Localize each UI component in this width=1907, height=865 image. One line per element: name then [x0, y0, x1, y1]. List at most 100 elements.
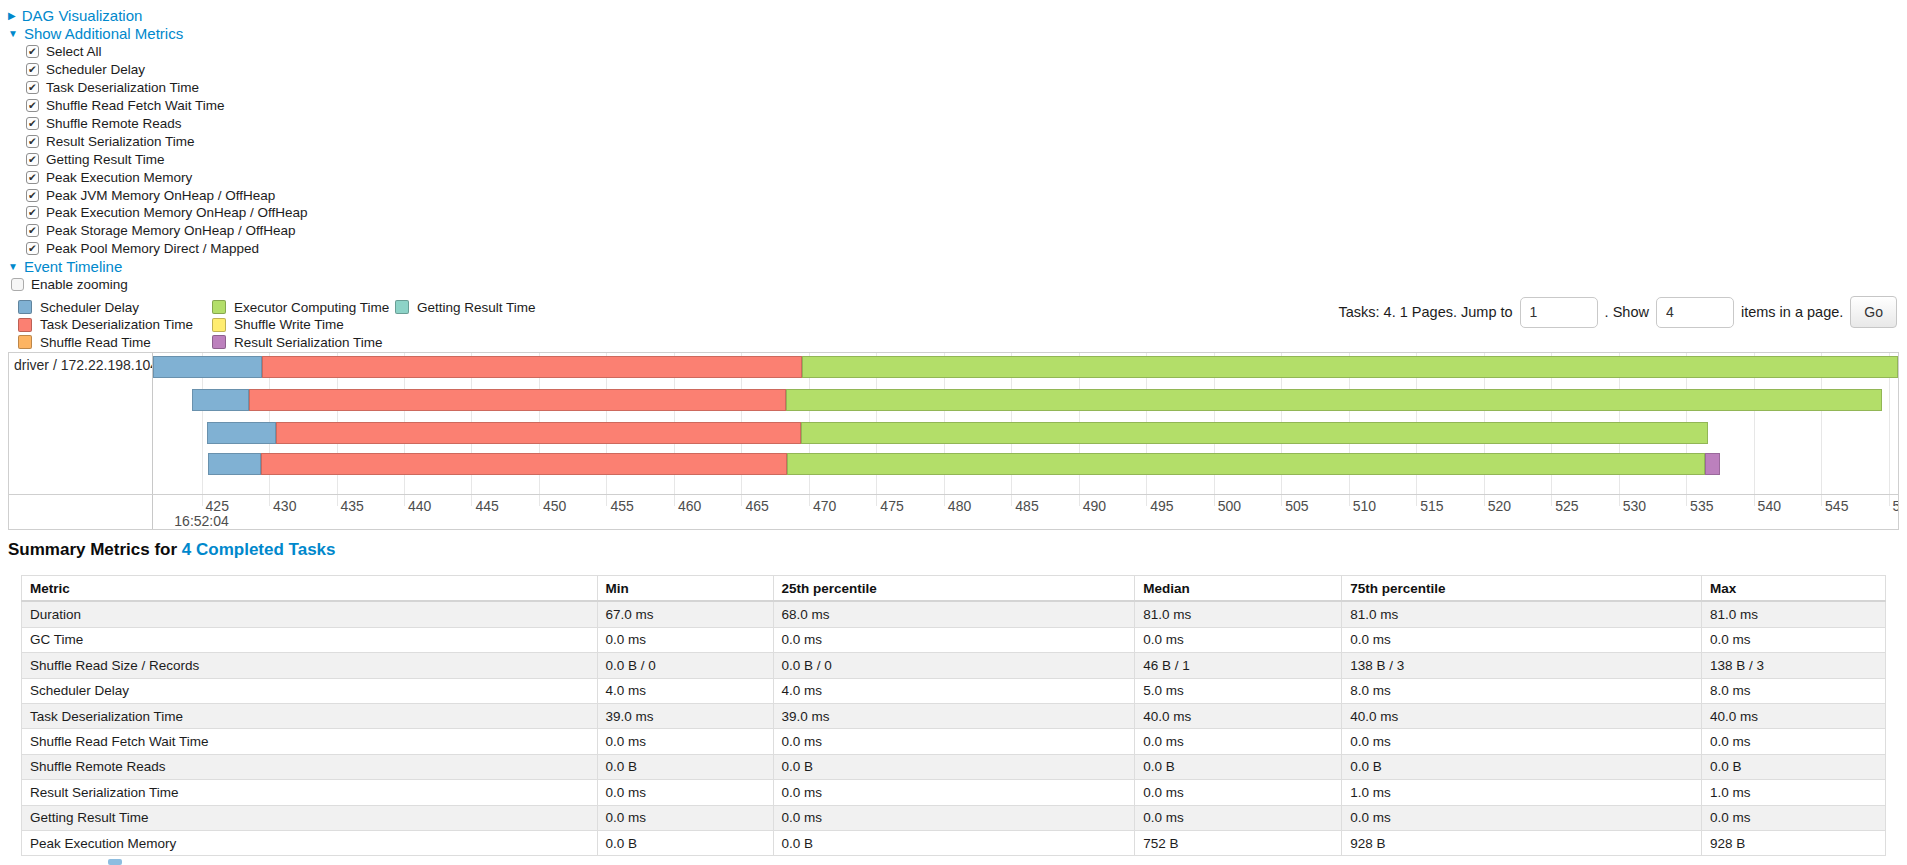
metric-checkbox[interactable]: ✔: [26, 171, 39, 184]
table-row: Getting Result Time0.0 ms0.0 ms0.0 ms0.0…: [22, 805, 1886, 830]
metric-checkbox[interactable]: ✔: [26, 81, 39, 94]
items-per-page-input[interactable]: [1656, 297, 1734, 328]
metric-name-cell: Shuffle Read Fetch Wait Time: [22, 729, 598, 754]
metric-value-cell: 0.0 ms: [1135, 729, 1342, 754]
metric-checkbox[interactable]: ✔: [26, 117, 39, 130]
axis-tick-label: 510: [1353, 498, 1376, 514]
metric-name-cell: Shuffle Remote Reads: [22, 754, 598, 779]
metric-checkbox-row: ✔Peak Storage Memory OnHeap / OffHeap: [26, 222, 1907, 240]
metric-checkbox-row: ✔Getting Result Time: [26, 150, 1907, 168]
metric-value-cell: 81.0 ms: [1135, 601, 1342, 627]
task-bar-segment-task_deserialization[interactable]: [262, 356, 802, 378]
legend-label: Getting Result Time: [417, 299, 536, 316]
metric-checkbox[interactable]: ✔: [26, 99, 39, 112]
metric-value-cell: 0.0 ms: [773, 780, 1135, 805]
metric-checkbox[interactable]: ✔: [26, 135, 39, 148]
metric-value-cell: 81.0 ms: [1701, 601, 1885, 627]
metric-checkbox-label: Peak Execution Memory: [46, 170, 192, 185]
axis-tick-label: 490: [1083, 498, 1106, 514]
metric-checkbox[interactable]: ✔: [26, 242, 39, 255]
table-row: Duration67.0 ms68.0 ms81.0 ms81.0 ms81.0…: [22, 601, 1886, 627]
metric-checkbox[interactable]: ✔: [26, 189, 39, 202]
metric-value-cell: 1.0 ms: [1701, 780, 1885, 805]
metric-checkbox-row: ✔Peak Pool Memory Direct / Mapped: [26, 240, 1907, 258]
metric-value-cell: 1.0 ms: [1342, 780, 1702, 805]
jump-to-page-input[interactable]: [1520, 297, 1598, 328]
metric-checkbox[interactable]: ✔: [26, 45, 39, 58]
metric-value-cell: 0.0 ms: [773, 729, 1135, 754]
enable-zooming-label: Enable zooming: [31, 277, 128, 292]
legend-item-task_deserialization: Task Deserialization Time: [18, 316, 212, 333]
metric-value-cell: 0.0 B: [1135, 754, 1342, 779]
metric-value-cell: 0.0 ms: [1135, 805, 1342, 830]
shuffle_read-swatch: [18, 335, 32, 349]
timeline-grid-stub: [404, 495, 405, 506]
legend-item-scheduler_delay: Scheduler Delay: [18, 299, 212, 316]
axis-tick-label: 495: [1150, 498, 1173, 514]
legend-item-executor_computing: Executor Computing Time: [212, 299, 395, 316]
task-bar-segment-executor_computing[interactable]: [802, 356, 1898, 378]
metric-value-cell: 8.0 ms: [1342, 678, 1702, 703]
go-button[interactable]: Go: [1850, 296, 1897, 328]
column-header: 25th percentile: [773, 576, 1135, 602]
task-bar-segment-result_serialization[interactable]: [1705, 453, 1720, 475]
metric-checkbox-label: Peak Execution Memory OnHeap / OffHeap: [46, 205, 308, 220]
show-additional-metrics-toggle[interactable]: ▼ Show Additional Metrics: [8, 25, 183, 43]
executor-group-label: driver / 172.22.198.104: [14, 357, 158, 373]
metric-value-cell: 8.0 ms: [1701, 678, 1885, 703]
spark-stage-page: { "sections": { "dag": { "label": "DAG V…: [0, 0, 1907, 865]
metric-value-cell: 0.0 ms: [1701, 729, 1885, 754]
metric-checkbox-row: ✔ Peak Execution Memory: [26, 168, 1907, 186]
table-row: Shuffle Remote Reads0.0 B0.0 B0.0 B0.0 B…: [22, 754, 1886, 779]
axis-tick-label: 485: [1015, 498, 1038, 514]
metric-checkbox-label: Task Deserialization Time: [46, 80, 199, 95]
metric-checkbox[interactable]: ✔: [26, 63, 39, 76]
metric-value-cell: 0.0 ms: [597, 729, 773, 754]
legend-item-shuffle_read: Shuffle Read Time: [18, 333, 212, 350]
timeline-grid-stub: [337, 495, 338, 506]
task-bar-segment-executor_computing[interactable]: [786, 389, 1882, 411]
executor_computing-swatch: [212, 300, 226, 314]
pagination-suffix-text: items in a page.: [1741, 304, 1843, 320]
task-bar-segment-task_deserialization[interactable]: [276, 422, 801, 444]
metric-value-cell: 5.0 ms: [1135, 678, 1342, 703]
task-bar-segment-executor_computing[interactable]: [801, 422, 1708, 444]
axis-tick-label: 505: [1285, 498, 1308, 514]
metric-checkbox-label: Peak JVM Memory OnHeap / OffHeap: [46, 188, 275, 203]
timeline-grid-stub: [539, 495, 540, 506]
enable-zooming-checkbox[interactable]: [11, 278, 24, 291]
timeline-grid-stub: [1484, 495, 1485, 506]
chevron-right-icon: ▶: [8, 11, 16, 21]
axis-tick-label: 475: [880, 498, 903, 514]
column-header: 75th percentile: [1342, 576, 1702, 602]
clipped-next-section: [108, 859, 122, 865]
timeline-grid-stub: [809, 495, 810, 506]
dag-visualization-toggle[interactable]: ▶ DAG Visualization: [8, 7, 142, 25]
timeline-legend: Scheduler DelayTask Deserialization Time…: [18, 299, 658, 351]
axis-tick-label: 445: [475, 498, 498, 514]
task-bar-segment-scheduler_delay[interactable]: [192, 389, 249, 411]
task-bar-segment-scheduler_delay[interactable]: [153, 356, 262, 378]
timeline-grid-stub: [1686, 495, 1687, 506]
metric-value-cell: 928 B: [1342, 830, 1702, 855]
metric-value-cell: 40.0 ms: [1342, 703, 1702, 728]
column-header: Metric: [22, 576, 598, 602]
task-bar-segment-task_deserialization[interactable]: [261, 453, 787, 475]
metric-checkbox[interactable]: ✔: [26, 224, 39, 237]
metric-checkbox-row: ✔Result Serialization Time: [26, 132, 1907, 150]
task-bar-segment-scheduler_delay[interactable]: [207, 422, 276, 444]
metric-value-cell: 0.0 ms: [1135, 627, 1342, 652]
chevron-down-icon: ▼: [8, 29, 18, 39]
metric-checkbox[interactable]: ✔: [26, 206, 39, 219]
task-bar-segment-executor_computing[interactable]: [787, 453, 1705, 475]
completed-tasks-link[interactable]: 4 Completed Tasks: [182, 540, 336, 559]
event-timeline-toggle[interactable]: ▼ Event Timeline: [8, 258, 122, 276]
column-header: Median: [1135, 576, 1342, 602]
axis-tick-label: 535: [1690, 498, 1713, 514]
axis-tick-label: 460: [678, 498, 701, 514]
timeline-grid-stub: [876, 495, 877, 506]
metric-value-cell: 0.0 ms: [1701, 805, 1885, 830]
metric-checkbox[interactable]: ✔: [26, 153, 39, 166]
task-bar-segment-task_deserialization[interactable]: [249, 389, 786, 411]
task-bar-segment-scheduler_delay[interactable]: [208, 453, 261, 475]
